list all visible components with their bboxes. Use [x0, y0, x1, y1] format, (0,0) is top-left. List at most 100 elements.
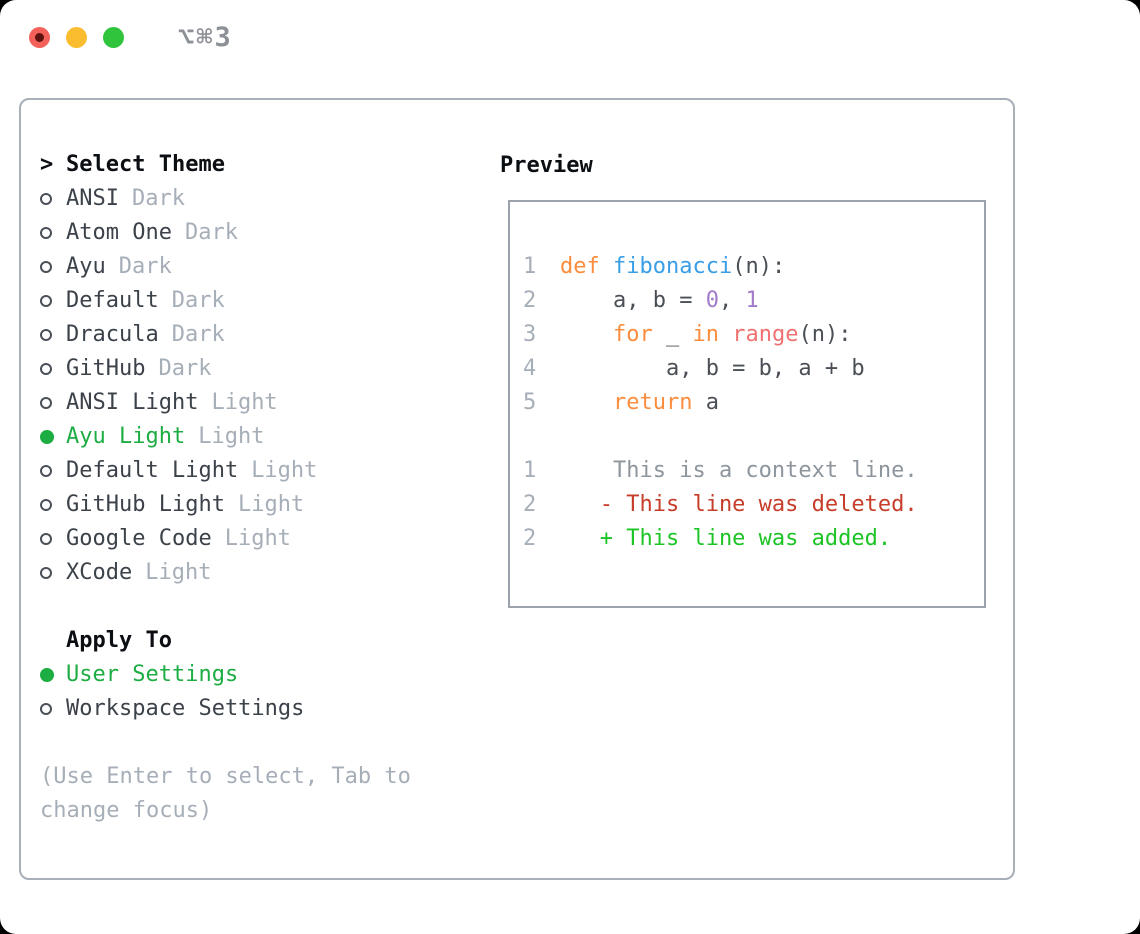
code-line: 3 for _ in range(n): [523, 318, 984, 352]
code-line [523, 420, 984, 454]
zoom-button[interactable] [103, 27, 124, 48]
radio-icon [40, 533, 66, 545]
theme-option-github[interactable]: GitHub Dark [40, 352, 317, 386]
theme-option-ayu-light[interactable]: Ayu Light Light [40, 420, 317, 454]
line-number: 2 [523, 492, 537, 517]
code-token: _ [652, 322, 693, 347]
theme-option-ayu[interactable]: Ayu Dark [40, 250, 317, 284]
theme-option-label: Dracula [66, 322, 159, 347]
preview-title: Preview [500, 152, 593, 178]
code-line: 1 This is a context line. [523, 454, 984, 488]
theme-option-label: Google Code [66, 526, 212, 551]
theme-list-header: > Select Theme [40, 148, 317, 182]
theme-variant-tag: Dark [118, 254, 172, 279]
theme-variant-tag: Dark [171, 322, 225, 347]
theme-option-xcode[interactable]: XCode Light [40, 556, 317, 590]
minimize-button[interactable] [66, 27, 87, 48]
code-line: 2 + This line was added. [523, 522, 984, 556]
theme-options: ANSI Dark Atom One Dark Ayu Dark Default Dark Dr… [40, 182, 317, 590]
code-token: (n): [798, 322, 852, 347]
settings-panel: > Select Theme ANSI Dark Atom One Dark Ayu Da… [19, 98, 1015, 880]
theme-variant-tag: Dark [158, 356, 212, 381]
code-token: a, b = [560, 288, 706, 313]
theme-option-ansi-light[interactable]: ANSI Light Light [40, 386, 317, 420]
theme-option-label: GitHub [66, 356, 146, 381]
theme-variant-tag: Light [237, 492, 305, 517]
theme-option-ansi[interactable]: ANSI Dark [40, 182, 317, 216]
theme-variant-tag: Light [251, 458, 318, 483]
apply-to-section: Apply To User Settings Workspace Settings [40, 624, 304, 726]
code-token: (n): [732, 254, 786, 279]
theme-option-label: Default [66, 288, 159, 313]
radio-icon [40, 499, 66, 511]
code-token: for [612, 322, 653, 347]
theme-list-title: Select Theme [66, 152, 225, 177]
theme-option-google-code[interactable]: Google Code Light [40, 522, 317, 556]
code-token: in [692, 322, 719, 347]
theme-option-label: Atom One [66, 220, 172, 245]
radio-icon [40, 567, 66, 579]
theme-option-dracula[interactable]: Dracula Dark [40, 318, 317, 352]
theme-option-atom-one[interactable]: Atom One Dark [40, 216, 317, 250]
theme-variant-tag: Light [211, 390, 278, 415]
theme-option-label: Default Light [66, 458, 239, 483]
radio-icon [40, 430, 66, 444]
apply-option-user-settings[interactable]: User Settings [40, 658, 304, 692]
code-line: 2 a, b = 0, 1 [523, 284, 984, 318]
code-line: 5 return a [523, 386, 984, 420]
theme-variant-tag: Dark [131, 186, 185, 211]
code-token: return [612, 390, 693, 415]
theme-option-default[interactable]: Default Dark [40, 284, 317, 318]
line-number: 1 [523, 254, 537, 279]
code-token: a, b = b, a + b [560, 356, 865, 381]
code-token: fibonacci [613, 254, 733, 279]
close-button[interactable] [29, 27, 50, 48]
code-token: 1 [745, 288, 759, 313]
code-token: a [692, 390, 719, 415]
code-token: + This line was added. [560, 526, 892, 551]
theme-variant-tag: Dark [184, 220, 238, 245]
code-token [560, 390, 613, 415]
code-line: 4 a, b = b, a + b [523, 352, 984, 386]
apply-option-label: Workspace Settings [66, 696, 305, 721]
apply-to-header: Apply To [40, 624, 304, 658]
theme-option-label: ANSI [66, 186, 119, 211]
theme-option-label: Ayu [66, 254, 106, 279]
titlebar: ⌥⌘3 [0, 0, 1140, 75]
code-token: - This line was deleted. [560, 492, 918, 517]
apply-to-options: User Settings Workspace Settings [40, 658, 304, 726]
radio-icon [40, 295, 66, 307]
code-line: 2 - This line was deleted. [523, 488, 984, 522]
theme-variant-tag: Light [224, 526, 291, 551]
radio-icon [40, 363, 66, 375]
radio-icon [40, 193, 66, 205]
theme-option-label: GitHub Light [66, 492, 225, 517]
code-token: def [560, 254, 600, 279]
theme-list: > Select Theme ANSI Dark Atom One Dark Ayu Da… [40, 148, 317, 590]
line-number: 2 [523, 288, 537, 313]
apply-to-title: Apply To [66, 628, 172, 653]
code-token: range [732, 322, 799, 347]
theme-option-label: Ayu Light [66, 424, 186, 449]
radio-icon [40, 227, 66, 239]
code-token: 0 [705, 288, 719, 313]
selection-caret-icon: > [40, 152, 54, 177]
theme-variant-tag: Dark [171, 288, 225, 313]
radio-icon [40, 329, 66, 341]
apply-option-workspace-settings[interactable]: Workspace Settings [40, 692, 304, 726]
window-title: ⌥⌘3 [178, 22, 233, 53]
theme-option-default-light[interactable]: Default Light Light [40, 454, 317, 488]
radio-icon [40, 261, 66, 273]
line-number: 3 [523, 322, 537, 347]
hint-text: (Use Enter to select, Tab to change focu… [40, 764, 411, 823]
theme-option-github-light[interactable]: GitHub Light Light [40, 488, 317, 522]
line-number: 2 [523, 526, 537, 551]
theme-variant-tag: Light [198, 424, 265, 449]
theme-option-label: XCode [66, 560, 133, 585]
code-token [719, 322, 732, 347]
theme-variant-tag: Light [145, 560, 212, 585]
radio-icon [40, 465, 66, 477]
apply-option-label: User Settings [66, 662, 239, 687]
